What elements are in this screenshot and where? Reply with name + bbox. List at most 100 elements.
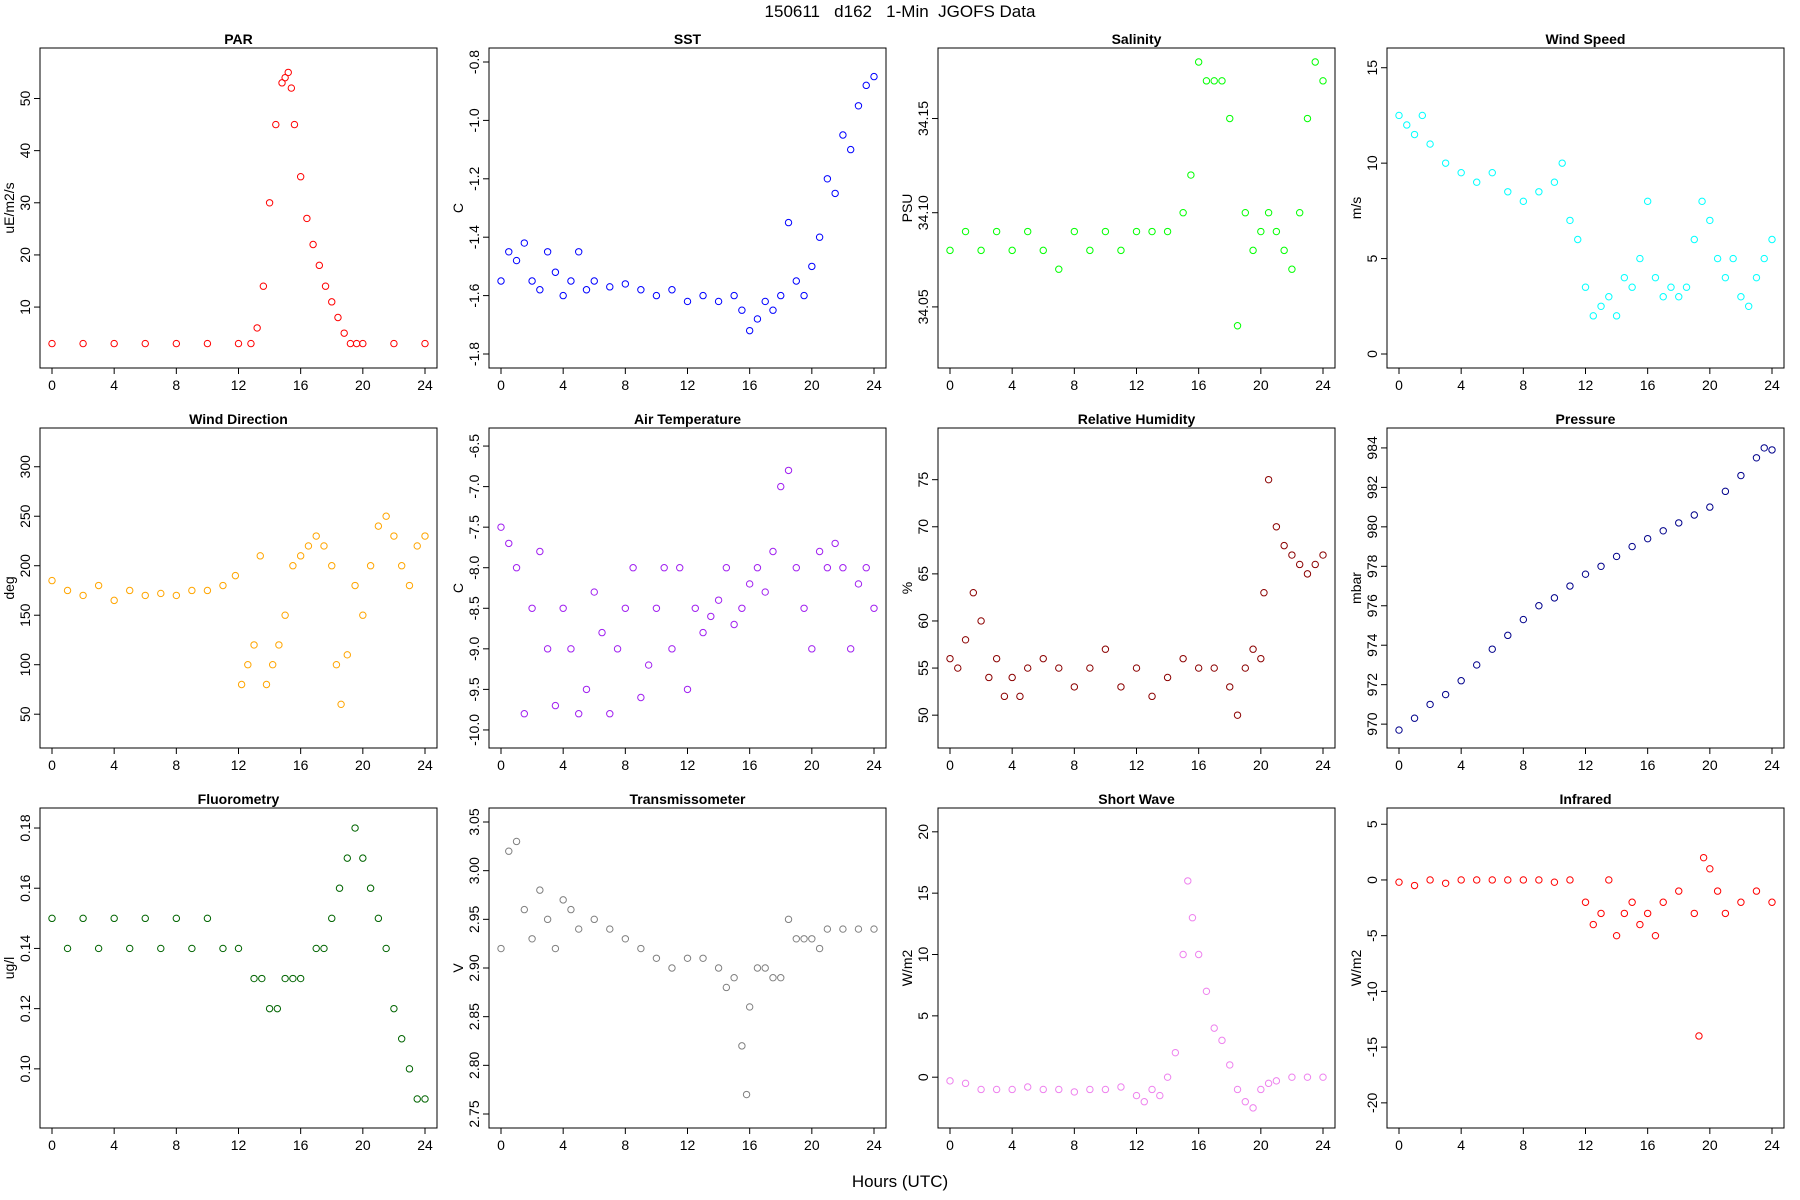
data-point [320,542,328,550]
data-point [505,847,513,855]
data-point [714,297,723,306]
data-point [1260,589,1268,597]
data-point [590,588,598,596]
data-point [699,954,707,962]
y-tick-label: -10 [1364,981,1380,1001]
plot-frame [1386,807,1785,1129]
data-point [512,837,521,846]
y-tick-label: 0 [1364,876,1380,884]
data-point [1280,541,1288,550]
y-axis-label: C [450,583,466,593]
data-point [823,175,832,183]
data-point [328,562,336,570]
x-tick-label: 24 [1315,1137,1331,1153]
data-point [1295,209,1304,217]
data-point [946,246,954,255]
data-point [862,564,870,572]
x-tick-label: 20 [1253,377,1269,393]
data-point [290,120,299,129]
y-tick-label: -20 [1364,1093,1380,1113]
data-point [1675,293,1683,301]
data-point [265,1004,274,1013]
data-point [1620,909,1629,918]
data-point [831,539,839,548]
data-point [1319,77,1327,85]
data-point [1473,876,1481,884]
data-point [808,262,816,271]
x-tick-label: 0 [1395,377,1403,393]
data-point [1039,654,1047,663]
data-point [231,571,240,580]
x-tick-label: 16 [293,1137,309,1153]
x-tick-label: 12 [1578,377,1594,393]
data-point [1319,551,1327,559]
data-point [1713,254,1722,263]
data-point [1210,77,1218,85]
data-point [284,68,292,77]
y-tick-label: 2.75 [466,1100,482,1127]
y-tick-label: -8.5 [466,596,482,620]
data-point [1737,293,1745,301]
y-tick-label: 100 [17,653,33,677]
x-tick-label: 0 [946,1137,954,1153]
data-point [1457,677,1465,685]
data-point [273,1004,282,1013]
data-point [94,581,103,590]
data-point [846,145,855,154]
data-point [1519,197,1528,206]
data-point [126,586,134,595]
data-point [1768,235,1776,244]
data-point [366,884,375,892]
y-tick-label: 980 [1364,515,1380,539]
data-point [823,925,832,933]
data-point [1504,188,1512,196]
data-point [1179,209,1187,217]
y-tick-label: 50 [17,706,33,722]
data-point [730,974,738,982]
data-point [722,983,731,992]
data-point [606,283,614,291]
data-point [63,944,72,953]
x-tick-label: 24 [417,1137,433,1153]
data-point [1024,664,1032,672]
data-point [800,935,808,943]
data-point [629,564,637,572]
data-point [668,645,676,653]
data-point [575,248,583,256]
data-point [1210,664,1218,672]
y-tick-label: 34.05 [915,289,931,324]
y-tick-label: -7.0 [466,474,482,498]
x-tick-label: 4 [1457,377,1465,393]
x-tick-label: 20 [804,377,820,393]
data-point [1636,920,1644,929]
y-tick-label: 5 [1364,254,1380,262]
data-point [1721,909,1730,918]
data-point [1311,560,1319,569]
data-point [352,339,361,348]
data-point [413,1095,421,1103]
main-title: 150611 d162 1-Min JGOFS Data [764,2,1036,21]
y-axis-label: mbar [1348,572,1364,604]
y-tick-label: 2.95 [466,905,482,932]
data-point [1055,664,1063,672]
data-point [792,564,800,572]
data-point [854,580,863,588]
data-point [1226,114,1234,123]
data-point [1581,570,1590,578]
x-tick-label: 20 [355,377,371,393]
x-tick-label: 24 [1315,377,1331,393]
panel-relative-humidity: Relative Humidity 0 4 8 12 16 20 24 50 55 60 65 70 75… [899,411,1336,773]
data-point [637,944,645,953]
data-point [961,227,970,236]
data-point [382,512,390,520]
data-point [1698,197,1706,206]
data-point [1233,322,1242,330]
data-point [745,326,754,335]
data-point [250,974,258,983]
data-point [777,482,785,491]
y-tick-label: 2.90 [466,954,482,981]
data-point [808,935,816,943]
panel-title: SST [674,31,702,47]
data-point [1194,58,1203,66]
data-point [512,564,521,572]
